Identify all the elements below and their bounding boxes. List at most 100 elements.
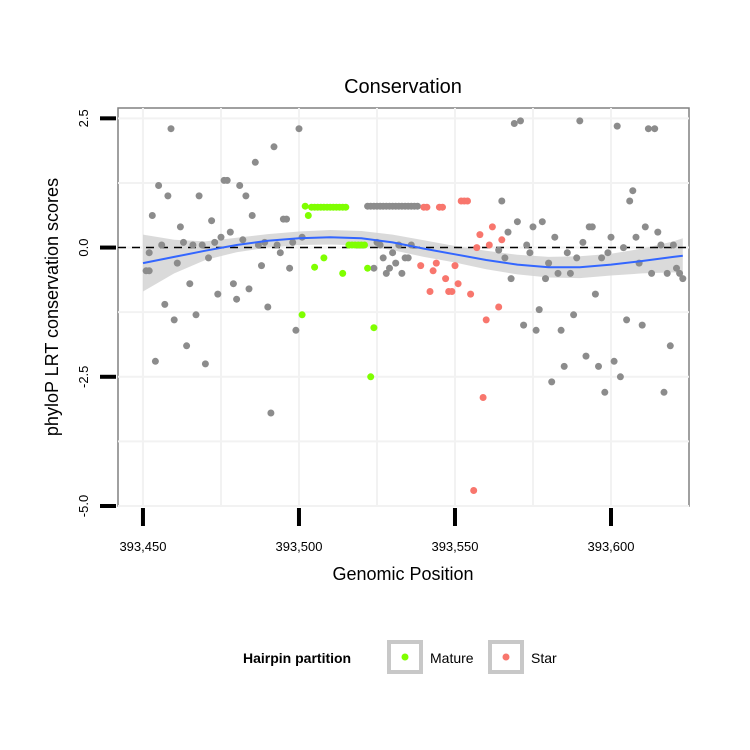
point-other xyxy=(236,182,244,189)
point-other xyxy=(245,285,253,293)
point-other xyxy=(205,254,212,262)
y-tick-label: 2.5 xyxy=(76,109,91,127)
point-other xyxy=(623,316,631,324)
point-other xyxy=(389,249,397,257)
point-other xyxy=(379,254,387,262)
legend-key-mature xyxy=(387,640,423,674)
point-other xyxy=(517,117,524,125)
point-other xyxy=(183,342,191,350)
point-star xyxy=(432,259,440,267)
point-other xyxy=(386,264,393,272)
point-other xyxy=(404,254,412,262)
point-other xyxy=(641,223,649,231)
point-other xyxy=(239,236,247,244)
point-other xyxy=(679,275,687,283)
point-mature xyxy=(298,311,306,319)
point-other xyxy=(370,264,378,272)
point-other xyxy=(286,264,294,272)
x-axis-title: Genomic Position xyxy=(332,564,473,584)
point-other xyxy=(532,326,540,334)
point-other xyxy=(551,233,559,241)
point-other xyxy=(657,241,665,249)
point-mature xyxy=(361,241,368,249)
point-star xyxy=(429,267,437,275)
point-other xyxy=(529,223,537,231)
point-other xyxy=(242,192,250,200)
x-tick-label: 393,550 xyxy=(431,539,478,554)
point-mature xyxy=(339,269,347,277)
point-other xyxy=(607,233,615,241)
point-other xyxy=(233,295,241,303)
point-star xyxy=(448,288,456,295)
point-other xyxy=(248,212,256,219)
point-other xyxy=(170,316,178,324)
point-other xyxy=(167,125,175,133)
point-other xyxy=(295,125,303,133)
point-star xyxy=(464,197,471,205)
point-other xyxy=(535,306,543,314)
point-other xyxy=(273,241,281,249)
point-mature xyxy=(311,263,319,271)
plot-panel xyxy=(117,107,690,507)
point-other xyxy=(616,373,624,381)
x-tick-label: 393,600 xyxy=(587,539,634,554)
point-other xyxy=(579,238,587,246)
point-other xyxy=(223,176,231,184)
point-other xyxy=(526,249,534,257)
point-other xyxy=(629,187,637,195)
point-other xyxy=(226,228,234,236)
x-tick-label: 393,450 xyxy=(119,539,166,554)
point-star xyxy=(451,262,459,270)
point-other xyxy=(513,218,521,226)
point-other xyxy=(229,280,237,288)
chart-title: Conservation xyxy=(344,76,462,98)
point-star xyxy=(473,244,481,252)
point-other xyxy=(663,269,671,277)
smooth-trend-line xyxy=(142,236,683,269)
point-other xyxy=(289,238,297,246)
point-star xyxy=(495,303,503,311)
point-other xyxy=(669,241,677,249)
point-other xyxy=(510,120,518,127)
point-other xyxy=(595,362,602,370)
point-other xyxy=(591,290,599,298)
point-other xyxy=(654,228,662,236)
point-other xyxy=(538,218,546,226)
point-star xyxy=(470,487,478,494)
point-other xyxy=(158,241,166,249)
point-other xyxy=(548,378,556,386)
point-other xyxy=(501,254,509,262)
point-other xyxy=(276,249,284,257)
point-other xyxy=(173,259,181,267)
point-star xyxy=(439,203,446,211)
point-other xyxy=(554,269,562,277)
point-star xyxy=(442,275,450,283)
point-other xyxy=(195,192,203,200)
point-other xyxy=(258,262,265,270)
data-points xyxy=(142,117,687,494)
point-other xyxy=(644,125,652,133)
point-other xyxy=(376,241,384,249)
point-other xyxy=(504,228,512,236)
point-other xyxy=(398,269,406,277)
legend-label-star: Star xyxy=(531,650,557,666)
legend: Hairpin partition Mature Star xyxy=(243,640,557,674)
point-other xyxy=(604,249,612,257)
point-star xyxy=(417,262,425,270)
point-other xyxy=(267,409,275,417)
point-mature xyxy=(367,373,375,381)
point-other xyxy=(292,326,300,334)
point-other xyxy=(573,254,581,262)
axis-ticks: 393,450 393,500 393,550 393,600 2.5 0.0 -2.5 -5… xyxy=(76,109,634,554)
grid-lines xyxy=(118,108,689,507)
point-other xyxy=(270,143,278,151)
point-other xyxy=(673,264,680,272)
point-other xyxy=(582,352,590,360)
point-other xyxy=(414,202,421,210)
point-star xyxy=(423,203,431,211)
point-other xyxy=(201,360,209,368)
point-other xyxy=(392,259,400,267)
point-star xyxy=(482,316,490,324)
point-star xyxy=(426,288,434,295)
